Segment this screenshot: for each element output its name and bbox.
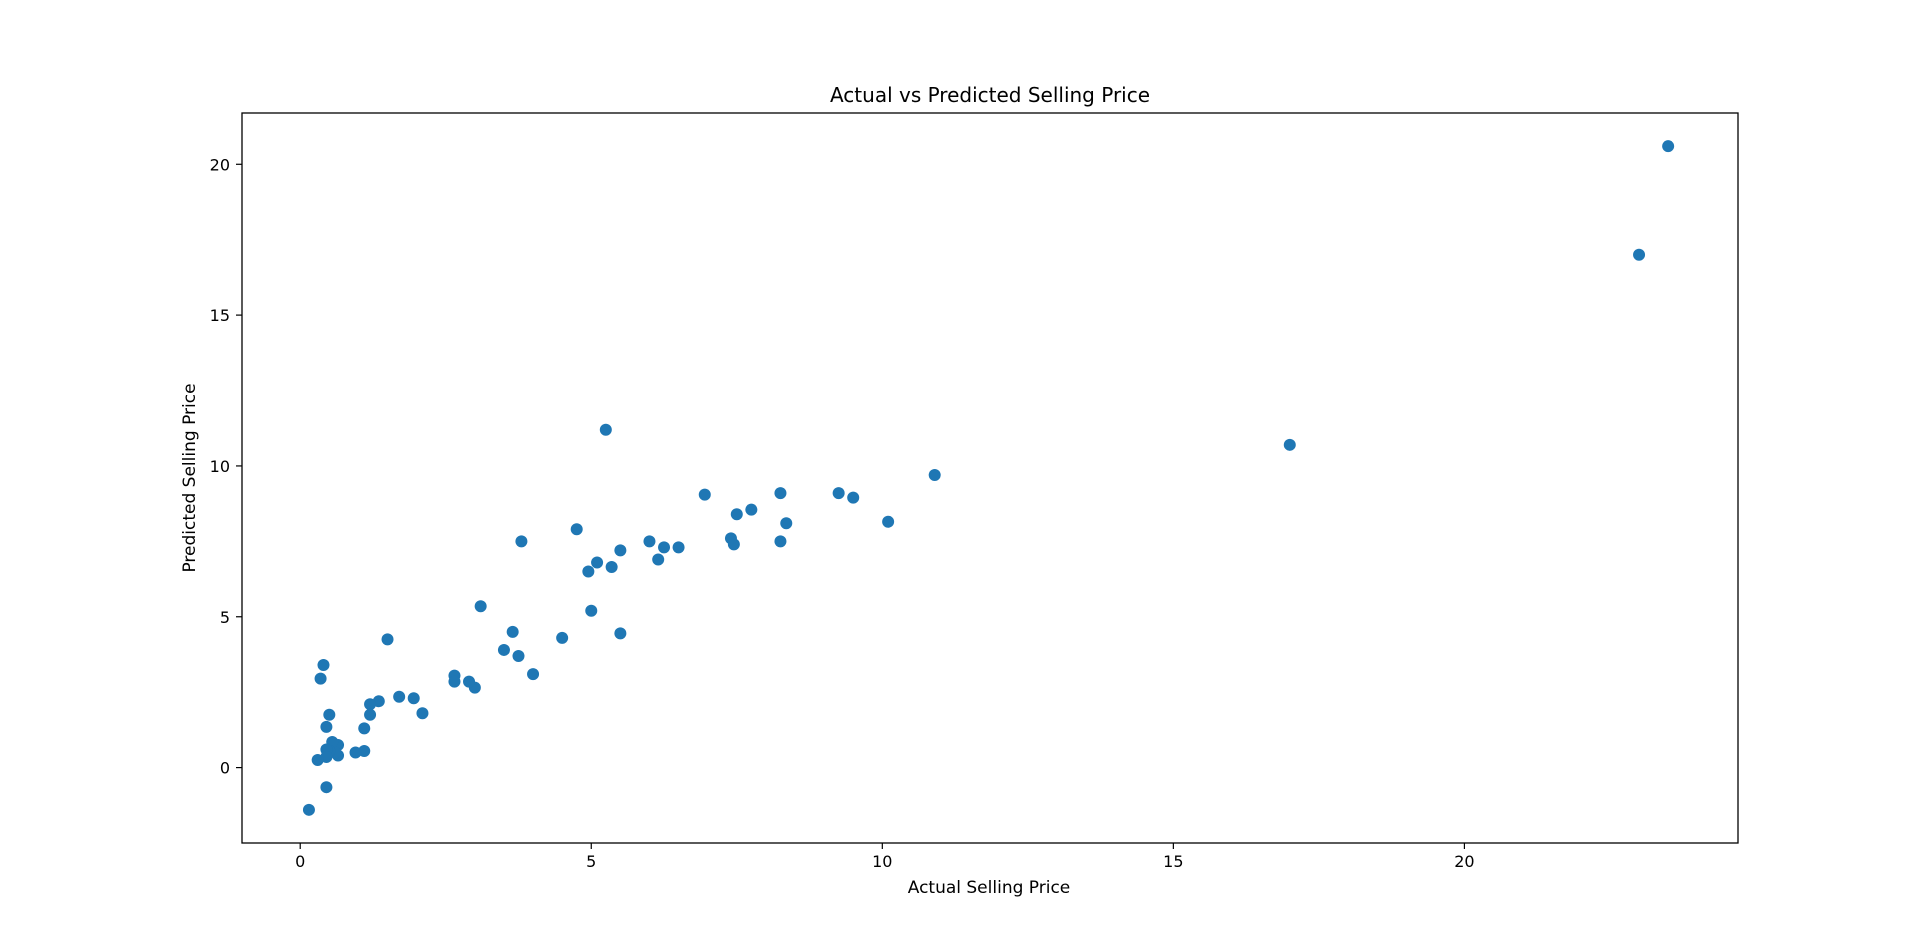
scatter-point [585, 604, 598, 617]
scatter-point [658, 541, 671, 554]
scatter-point [582, 565, 595, 578]
scatter-point [570, 523, 583, 536]
scatter-point [349, 746, 362, 759]
y-axis-ticks: 0 5 10 15 20 [210, 155, 242, 778]
x-tick-label: 15 [1163, 852, 1183, 871]
scatter-point [381, 633, 394, 646]
scatter-point [323, 708, 336, 721]
scatter-point [358, 722, 371, 735]
scatter-point [1283, 438, 1296, 451]
scatter-point [832, 487, 845, 500]
scatter-point [311, 754, 324, 767]
scatter-point [614, 544, 627, 557]
scatter-point [302, 803, 315, 816]
scatter-point [614, 627, 627, 640]
scatter-point [780, 517, 793, 530]
scatter-point [591, 556, 604, 569]
scatter-point [599, 423, 612, 436]
scatter-point [364, 708, 377, 721]
scatter-point [672, 541, 685, 554]
y-tick-label: 15 [210, 306, 230, 325]
x-axis-label: Actual Selling Price [908, 878, 1071, 898]
scatter-point [407, 692, 420, 705]
scatter-point [556, 631, 569, 644]
scatter-point [730, 508, 743, 521]
scatter-point [463, 675, 476, 688]
scatter-point [643, 535, 656, 548]
scatter-point [605, 560, 618, 573]
y-tick-label: 10 [210, 457, 230, 476]
scatter-point [497, 643, 510, 656]
x-tick-label: 20 [1454, 852, 1474, 871]
y-tick-label: 0 [220, 759, 230, 778]
scatter-point [416, 707, 429, 720]
x-axis-ticks: 0 5 10 15 20 [295, 843, 1475, 871]
scatter-point [527, 668, 540, 681]
scatter-point [774, 487, 787, 500]
scatter-point [314, 672, 327, 685]
scatter-point [506, 625, 519, 638]
scatter-point [1633, 248, 1646, 261]
scatter-point [364, 698, 377, 711]
scatter-point [317, 659, 330, 672]
scatter-point [745, 503, 758, 516]
scatter-point [1662, 140, 1675, 153]
scatter-point [448, 675, 461, 688]
scatter-point [928, 468, 941, 481]
scatter-point [847, 491, 860, 504]
scatter-point [652, 553, 665, 566]
scatter-point [774, 535, 787, 548]
y-axis-label: Predicted Selling Price [180, 383, 200, 572]
scatter-point [474, 600, 487, 613]
scatter-points [302, 140, 1675, 816]
x-tick-label: 5 [586, 852, 596, 871]
x-tick-label: 10 [872, 852, 892, 871]
scatter-point [512, 649, 525, 662]
scatter-point [515, 535, 528, 548]
scatter-point [882, 515, 895, 528]
y-tick-label: 20 [210, 155, 230, 174]
plot-frame [241, 112, 1739, 844]
chart-title: Actual vs Predicted Selling Price [830, 83, 1150, 107]
scatter-point [393, 690, 406, 703]
x-tick-label: 0 [295, 852, 305, 871]
scatter-point [724, 532, 737, 545]
scatter-point [320, 781, 333, 794]
scatter-point [698, 488, 711, 501]
y-tick-label: 5 [220, 608, 230, 627]
scatter-point [320, 720, 333, 733]
